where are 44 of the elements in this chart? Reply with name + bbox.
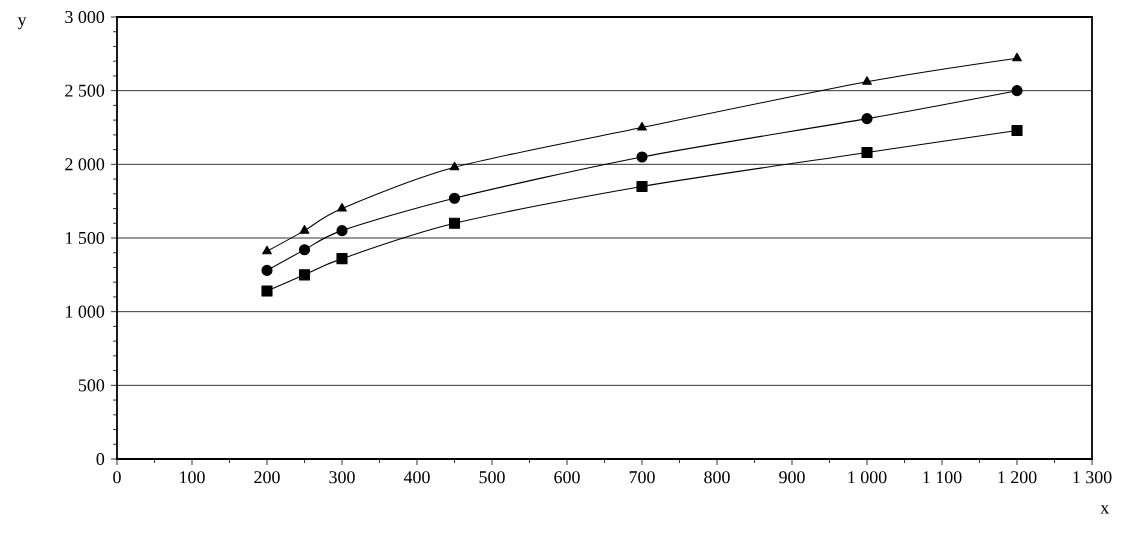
x-tick-label: 1 100 — [923, 471, 962, 484]
y-tick-label: 1 000 — [66, 305, 105, 318]
y-tick-label: 1 500 — [66, 231, 105, 245]
x-tick-label: 900 — [779, 471, 805, 484]
x-tick-label: 1 000 — [848, 471, 887, 484]
x-tick-label: 600 — [554, 471, 580, 484]
point — [862, 76, 872, 85]
y-tick-label: 500 — [78, 379, 105, 392]
point — [861, 113, 873, 125]
x-tick-label: 500 — [479, 471, 505, 484]
point — [298, 269, 311, 281]
y-tick-label: 2 000 — [65, 158, 105, 171]
point — [448, 217, 461, 229]
point — [336, 225, 348, 237]
x-tick-label: 1 300 — [1073, 471, 1112, 484]
x-tick-label: 300 — [329, 471, 355, 484]
point — [449, 161, 460, 171]
y-tick-label: 0 — [96, 452, 105, 466]
point — [336, 253, 348, 265]
point — [261, 285, 273, 297]
point — [1011, 124, 1023, 136]
x-tick-label: 0 — [113, 471, 121, 484]
point — [636, 151, 648, 163]
x-tick-label: 1 200 — [998, 471, 1037, 484]
point — [337, 202, 347, 212]
x-tick-label: 100 — [180, 471, 205, 484]
point — [637, 121, 647, 131]
y-tick-label: 3 000 — [65, 10, 105, 24]
point — [861, 146, 873, 159]
y-tick-label: 2 500 — [65, 84, 105, 97]
point — [1011, 85, 1023, 97]
point — [299, 225, 310, 234]
point — [448, 192, 461, 204]
x-tick-label: 400 — [403, 471, 430, 484]
x-axis-title: x — [1100, 505, 1109, 514]
point — [636, 180, 648, 192]
point — [261, 264, 273, 276]
x-tick-label: 200 — [254, 471, 280, 484]
x-tick-label: 800 — [704, 471, 730, 484]
y-axis-title: y — [17, 17, 27, 30]
x-tick-label: 700 — [629, 471, 655, 484]
point — [262, 245, 272, 255]
point — [1012, 52, 1022, 62]
point — [298, 244, 311, 256]
